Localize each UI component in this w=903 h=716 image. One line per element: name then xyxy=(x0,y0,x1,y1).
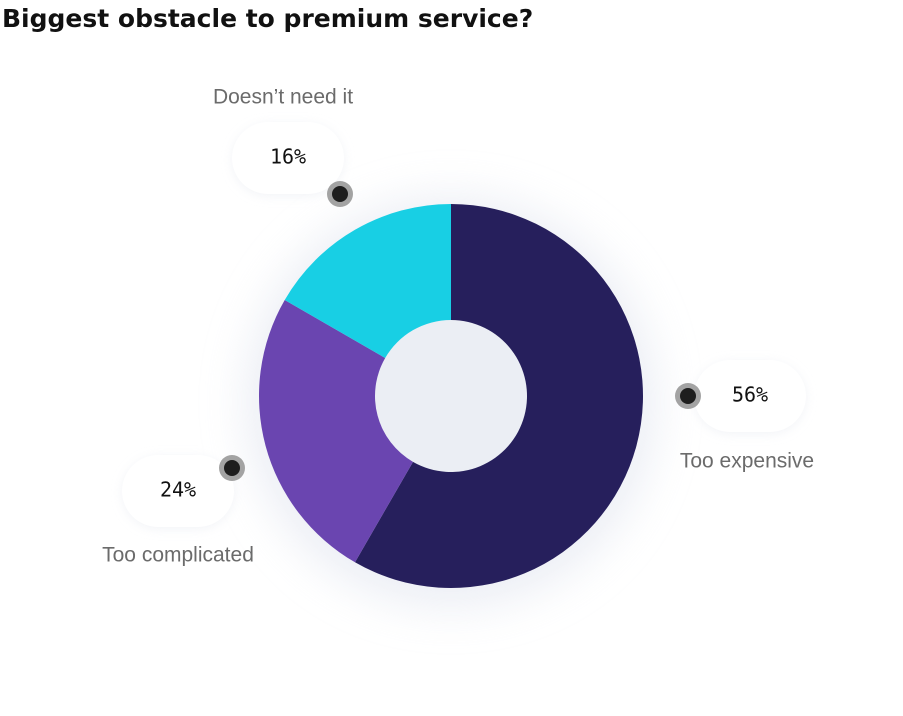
pill xyxy=(232,122,344,194)
donut-slice xyxy=(258,300,413,563)
pill xyxy=(122,455,234,527)
marker-dot xyxy=(332,186,348,202)
pill xyxy=(694,360,806,432)
category-label: Too complicated xyxy=(102,544,254,567)
donut-slice xyxy=(284,204,451,358)
labels: 56% Too expensive 24% Too complicated 16% Doe… xyxy=(102,86,814,567)
marker-dot xyxy=(680,388,696,404)
donut xyxy=(258,204,643,588)
value-label: 56% xyxy=(732,383,768,407)
chart-title: Biggest obstacle to premium service? xyxy=(2,4,533,33)
value-label: 16% xyxy=(270,145,306,169)
donut-slice xyxy=(355,204,643,588)
category-label: Doesn’t need it xyxy=(213,86,353,109)
marker-dot xyxy=(224,460,240,476)
category-label: Too expensive xyxy=(680,450,814,473)
value-label: 24% xyxy=(160,478,196,502)
